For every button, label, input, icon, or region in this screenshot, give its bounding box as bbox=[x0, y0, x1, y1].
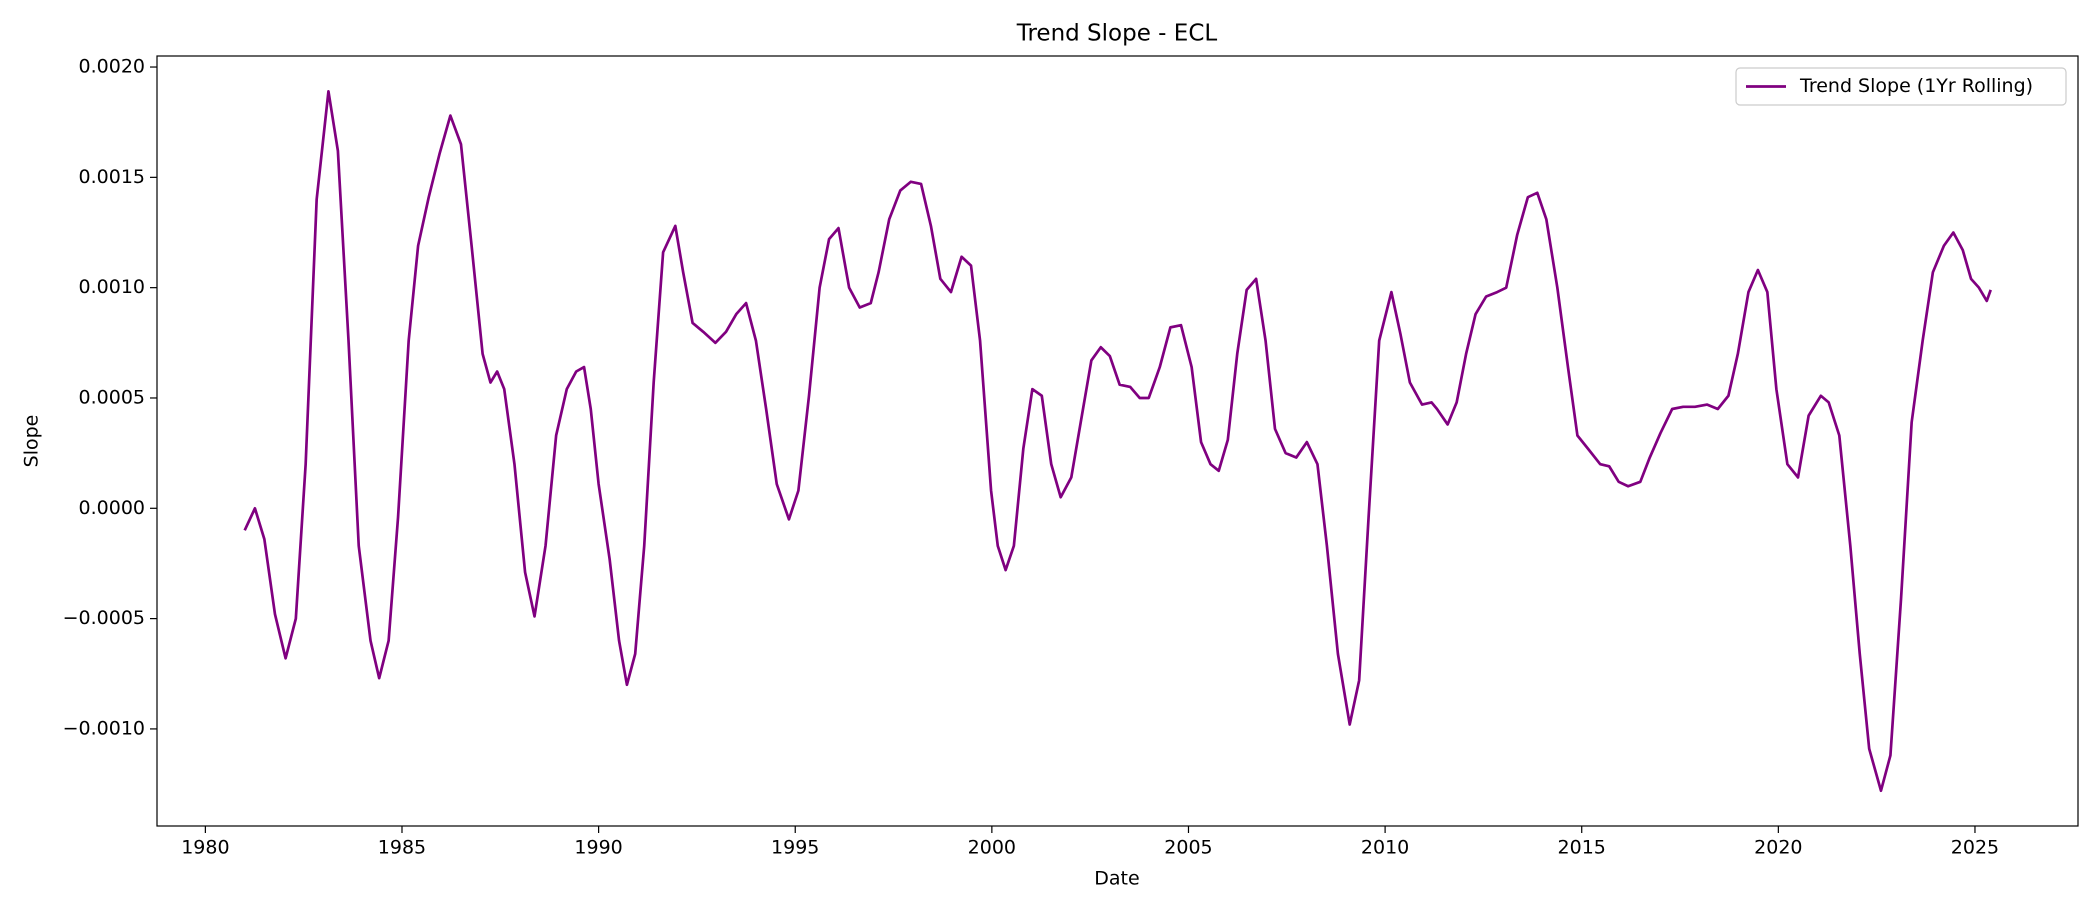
x-tick-label: 2020 bbox=[1754, 837, 1802, 859]
axes-frame bbox=[156, 55, 2079, 827]
y-tick-label: 0.0015 bbox=[79, 166, 145, 188]
x-tick-label: 2025 bbox=[1951, 837, 1999, 859]
legend-box bbox=[1735, 67, 2067, 106]
y-tick-label: 0.0010 bbox=[79, 276, 145, 298]
x-tick-label: 2005 bbox=[1164, 837, 1212, 859]
y-tick-label: 0.0020 bbox=[79, 56, 145, 78]
y-tick-label: 0.0000 bbox=[79, 497, 145, 519]
chart-title: Trend Slope - ECL bbox=[1016, 21, 1218, 47]
x-tick-label: 1985 bbox=[378, 837, 426, 859]
y-axis-label: Slope bbox=[21, 415, 43, 468]
x-tick-label: 2000 bbox=[968, 837, 1016, 859]
x-tick-label: 2015 bbox=[1558, 837, 1606, 859]
y-tick-label: 0.0005 bbox=[79, 386, 145, 408]
x-tick-label: 1980 bbox=[181, 837, 229, 859]
x-tick-label: 1990 bbox=[574, 837, 622, 859]
y-tick-label: −0.0010 bbox=[63, 717, 145, 739]
line-series bbox=[243, 89, 1992, 793]
y-tick-label: −0.0005 bbox=[63, 607, 145, 629]
x-tick-label: 1995 bbox=[771, 837, 819, 859]
x-axis-label: Date bbox=[1094, 868, 1139, 890]
legend-label: Trend Slope (1Yr Rolling) bbox=[1799, 75, 2033, 97]
x-tick-label: 2010 bbox=[1361, 837, 1409, 859]
